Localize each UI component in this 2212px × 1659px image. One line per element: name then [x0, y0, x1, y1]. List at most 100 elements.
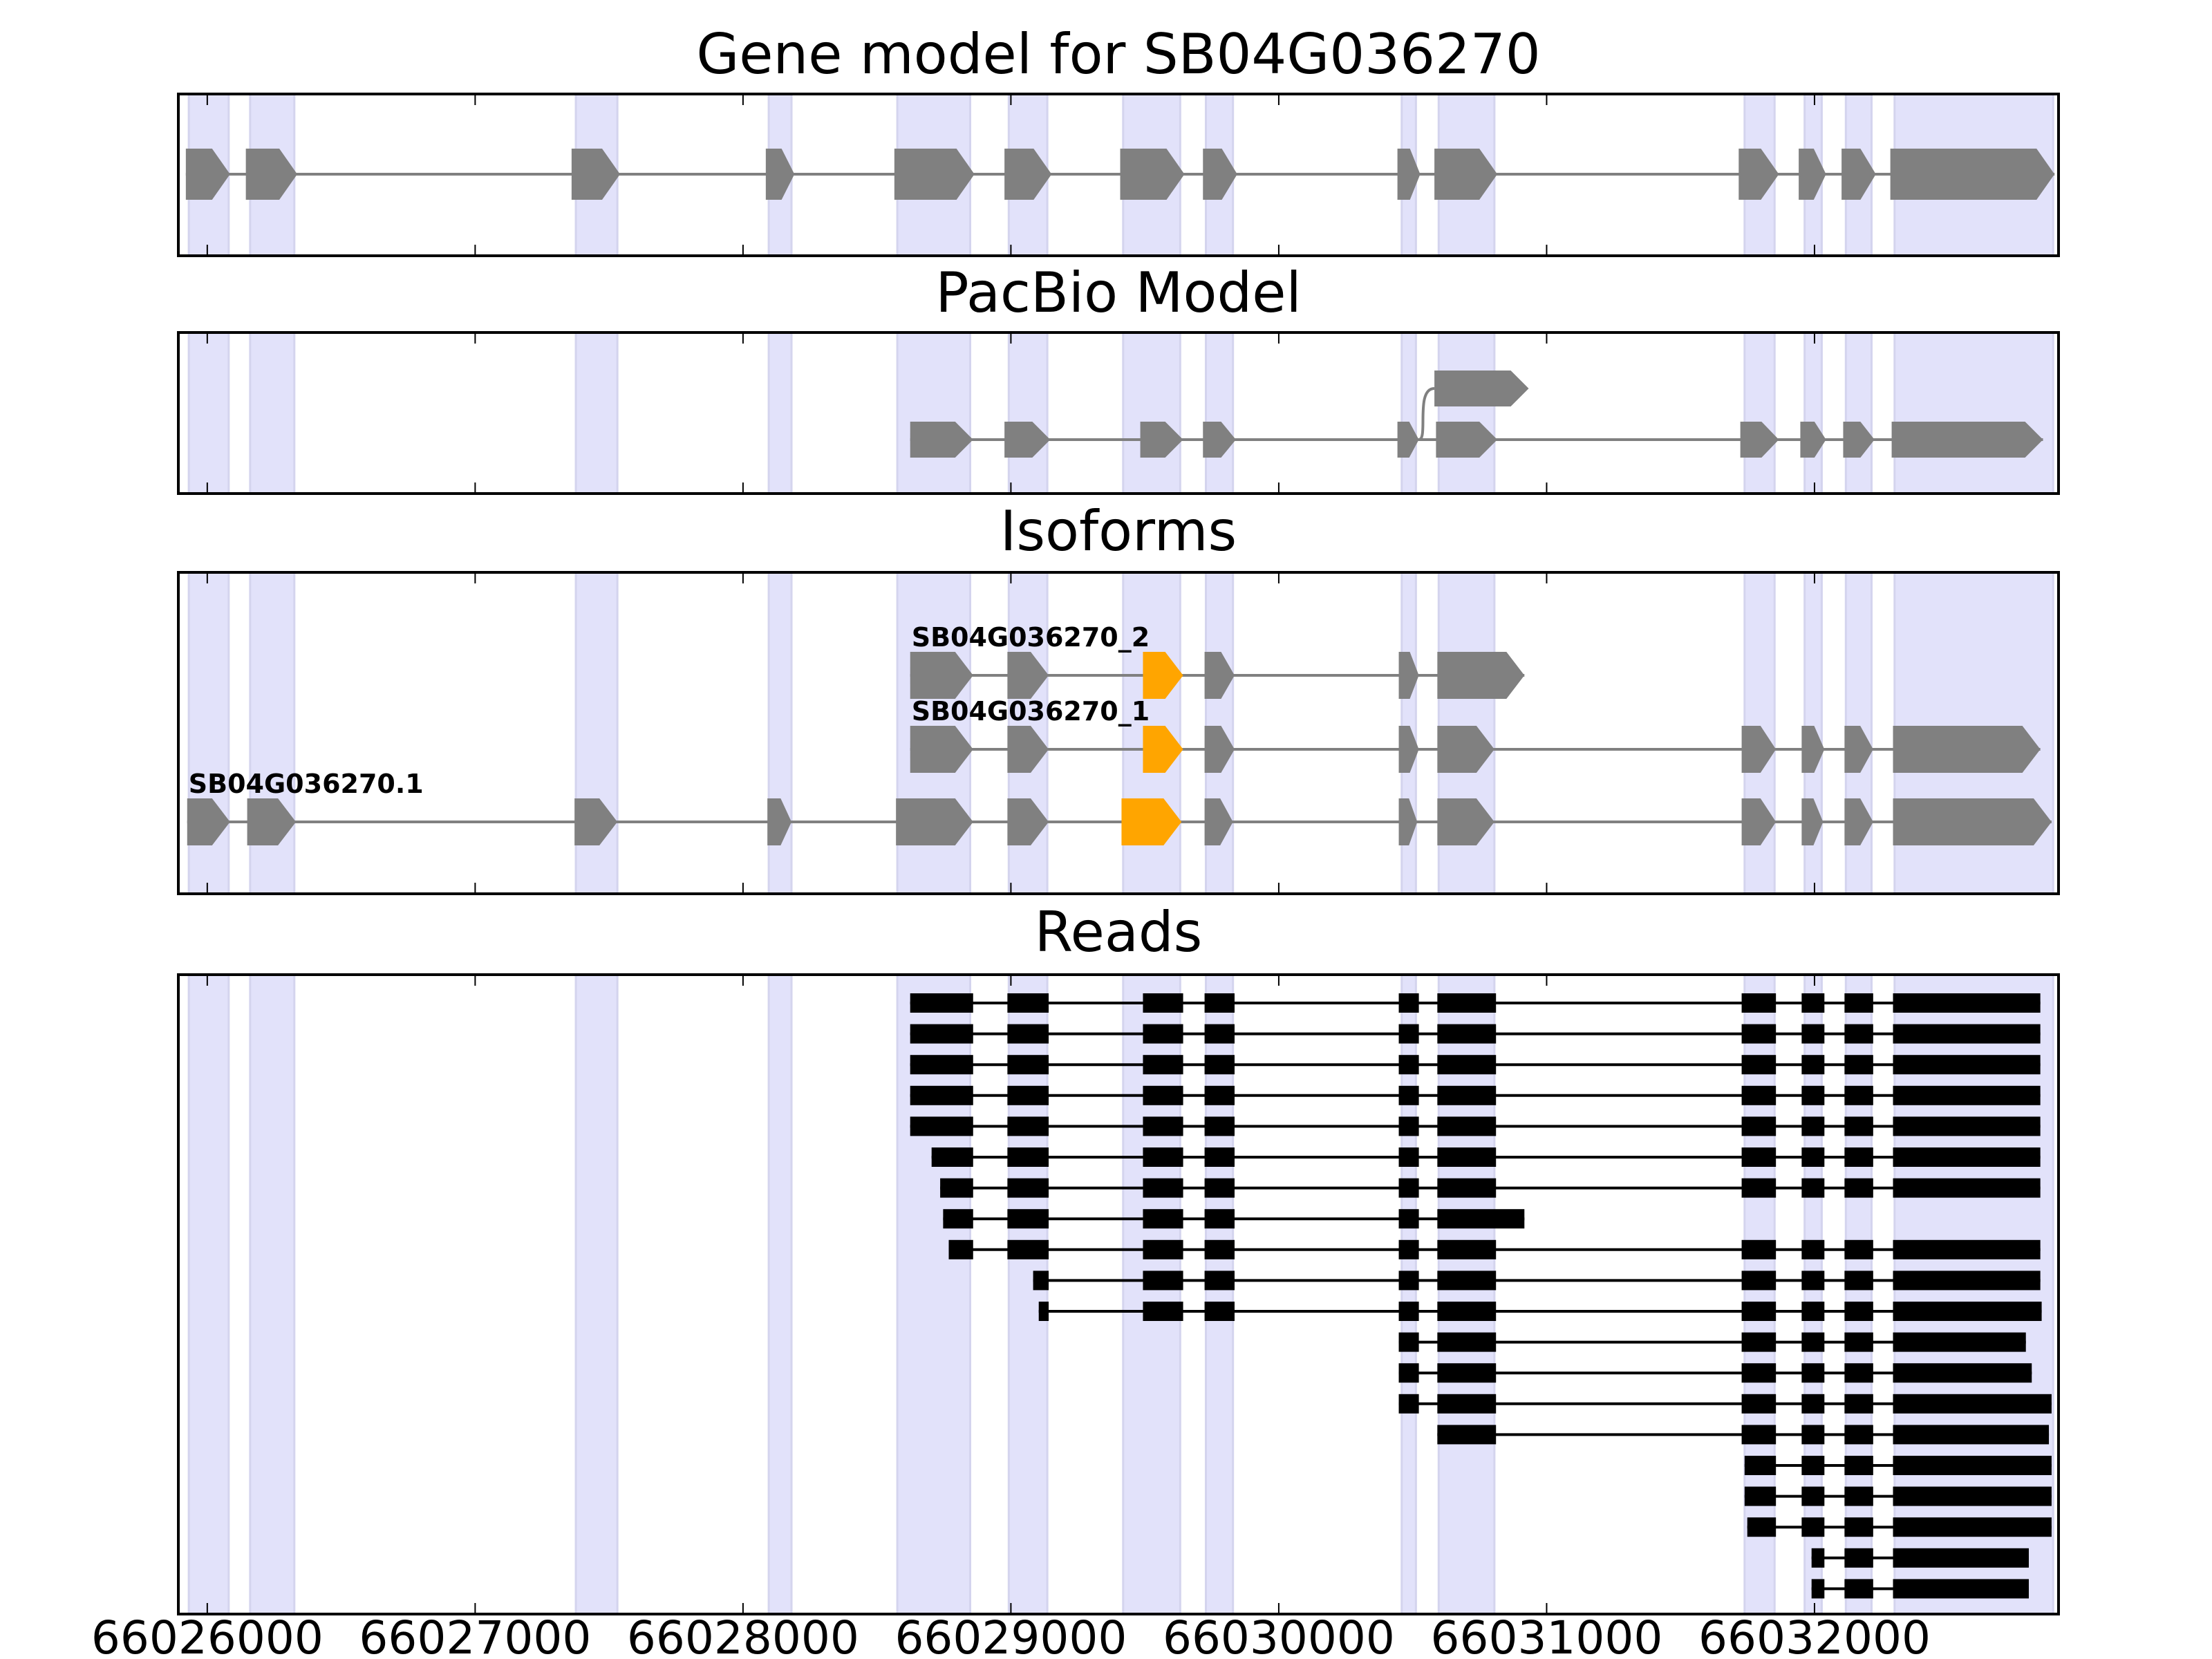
exon-shade-region [1007, 331, 1049, 495]
read-block [1204, 1239, 1235, 1259]
read-block [1893, 1055, 2041, 1075]
exon-shade-region [574, 331, 619, 495]
read-block [1204, 1024, 1235, 1044]
read-block [1893, 1085, 2041, 1105]
read-block [1844, 1116, 1873, 1136]
read-block [1741, 1147, 1777, 1167]
gene-exon [185, 149, 230, 200]
pacbio-exon [1740, 422, 1779, 458]
read-block [1844, 1425, 1873, 1445]
isoform-exon [1398, 652, 1419, 699]
exon-shade-region [1122, 973, 1181, 1615]
exon-shade-region [574, 973, 619, 1615]
gene-exon [894, 149, 975, 200]
read-block [1844, 1579, 1873, 1599]
read-block [1437, 1024, 1497, 1044]
pacbio-exon [1891, 422, 2043, 458]
exon-shade-region [1893, 331, 2054, 495]
isoform-exon [1398, 726, 1419, 773]
read-block [943, 1209, 973, 1229]
gene-exon [1799, 149, 1826, 200]
read-block [1007, 1147, 1049, 1167]
read-block [1143, 1085, 1183, 1105]
isoform-exon [1844, 726, 1873, 773]
read-block [910, 1085, 973, 1105]
read-block [1007, 1178, 1049, 1198]
read-block [1143, 1116, 1183, 1136]
read-block [1204, 1147, 1235, 1167]
read-block [1437, 1116, 1497, 1136]
read-block [1033, 1271, 1049, 1291]
read-block [1741, 1425, 1777, 1445]
isoform-exon [1844, 798, 1873, 845]
gene-exon [1890, 149, 2055, 200]
read-block [1398, 1116, 1419, 1136]
panel-frame [177, 93, 2060, 257]
read-block [1437, 993, 1497, 1013]
exon-shade-region [249, 331, 296, 495]
read-block [1398, 1178, 1419, 1198]
read-block [1811, 1548, 1825, 1568]
read-block [1801, 1456, 1825, 1475]
read-block [1844, 1548, 1873, 1568]
read-block [1437, 1209, 1525, 1229]
exon-shade-region [896, 331, 972, 495]
read-block [1437, 1055, 1497, 1075]
panel-title-reads: Reads [1035, 900, 1203, 964]
gene-exon [1120, 149, 1185, 200]
read-block [1204, 1178, 1235, 1198]
read-block [1007, 1209, 1049, 1229]
read-block [1398, 1363, 1419, 1383]
read-block [1741, 1302, 1777, 1321]
read-block [910, 1024, 973, 1044]
read-block [1007, 1085, 1049, 1105]
x-tick-label: 66028000 [627, 1611, 859, 1659]
x-tick-label: 66030000 [1163, 1611, 1395, 1659]
read-block [1741, 1178, 1777, 1198]
read-block [1437, 1147, 1497, 1167]
read-block [948, 1239, 973, 1259]
highlighted-exon [1121, 798, 1182, 845]
panel-frame [177, 973, 2060, 1615]
x-tick-label: 66029000 [894, 1611, 1127, 1659]
isoform-exon [1437, 652, 1525, 699]
read-block [1844, 1456, 1873, 1475]
read-block [1741, 1024, 1777, 1044]
read-block [1893, 1486, 2052, 1506]
x-tick-label: 66032000 [1698, 1611, 1931, 1659]
read-block [1744, 1486, 1777, 1506]
read-block [1437, 1302, 1497, 1321]
gene-exon [1738, 149, 1779, 200]
read-block [1801, 1517, 1825, 1537]
read-block [1143, 1178, 1183, 1198]
read-block [1893, 1116, 2041, 1136]
read-block [1204, 1271, 1235, 1291]
read-block [1398, 1302, 1419, 1321]
isoform-exon [187, 798, 230, 845]
gene-exon [245, 149, 298, 200]
read-block [1143, 993, 1183, 1013]
exon-shade-region [187, 571, 230, 895]
read-block [1893, 1363, 2032, 1383]
highlighted-exon [1143, 652, 1183, 699]
isoform-label: SB04G036270_2 [912, 622, 1150, 653]
gene-exon [1841, 149, 1876, 200]
read-block [1204, 1302, 1235, 1321]
highlighted-exon [1143, 726, 1183, 773]
exon-shade-region [1844, 331, 1873, 495]
read-block [1398, 1332, 1419, 1352]
isoform-exon [1741, 726, 1777, 773]
pacbio-exon [1397, 422, 1419, 458]
isoform-exon [1437, 726, 1494, 773]
read-block [1007, 1055, 1049, 1075]
read-block [1801, 1055, 1825, 1075]
read-block [1801, 1363, 1825, 1383]
exon-shade-region [1803, 973, 1823, 1615]
exon-shade-region [1743, 331, 1776, 495]
read-block [1143, 1302, 1183, 1321]
exon-shade-region [187, 331, 230, 495]
read-block [1437, 1332, 1497, 1352]
read-block [1844, 1517, 1873, 1537]
x-tick-label: 66027000 [359, 1611, 591, 1659]
